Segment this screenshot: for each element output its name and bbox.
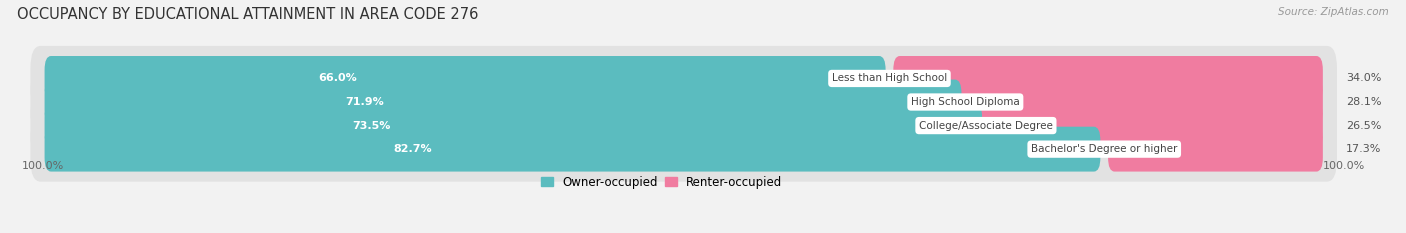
Text: 34.0%: 34.0% bbox=[1346, 73, 1381, 83]
Text: Less than High School: Less than High School bbox=[832, 73, 948, 83]
Text: 71.9%: 71.9% bbox=[344, 97, 384, 107]
Text: 73.5%: 73.5% bbox=[353, 120, 391, 130]
Legend: Owner-occupied, Renter-occupied: Owner-occupied, Renter-occupied bbox=[541, 175, 782, 188]
Text: 26.5%: 26.5% bbox=[1346, 120, 1381, 130]
Text: College/Associate Degree: College/Associate Degree bbox=[920, 120, 1053, 130]
FancyBboxPatch shape bbox=[31, 69, 1337, 134]
FancyBboxPatch shape bbox=[969, 79, 1323, 124]
Text: 82.7%: 82.7% bbox=[394, 144, 432, 154]
Text: Bachelor's Degree or higher: Bachelor's Degree or higher bbox=[1031, 144, 1177, 154]
Text: 100.0%: 100.0% bbox=[1323, 161, 1365, 171]
FancyBboxPatch shape bbox=[45, 103, 981, 148]
Text: OCCUPANCY BY EDUCATIONAL ATTAINMENT IN AREA CODE 276: OCCUPANCY BY EDUCATIONAL ATTAINMENT IN A… bbox=[17, 7, 478, 22]
FancyBboxPatch shape bbox=[31, 116, 1337, 182]
FancyBboxPatch shape bbox=[45, 127, 1101, 171]
Text: 17.3%: 17.3% bbox=[1346, 144, 1381, 154]
Text: 66.0%: 66.0% bbox=[318, 73, 357, 83]
FancyBboxPatch shape bbox=[31, 93, 1337, 158]
FancyBboxPatch shape bbox=[31, 46, 1337, 111]
FancyBboxPatch shape bbox=[45, 56, 886, 101]
Text: Source: ZipAtlas.com: Source: ZipAtlas.com bbox=[1278, 7, 1389, 17]
FancyBboxPatch shape bbox=[990, 103, 1323, 148]
Text: 28.1%: 28.1% bbox=[1346, 97, 1382, 107]
FancyBboxPatch shape bbox=[45, 79, 962, 124]
FancyBboxPatch shape bbox=[1108, 127, 1323, 171]
Text: 100.0%: 100.0% bbox=[21, 161, 63, 171]
Text: High School Diploma: High School Diploma bbox=[911, 97, 1019, 107]
FancyBboxPatch shape bbox=[893, 56, 1323, 101]
